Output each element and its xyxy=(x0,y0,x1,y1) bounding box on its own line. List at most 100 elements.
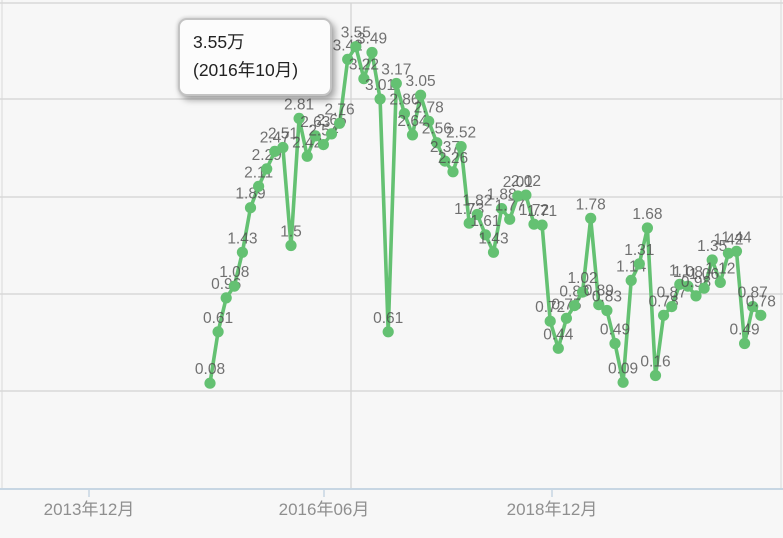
data-point-label: 0.87 xyxy=(738,285,768,302)
data-point[interactable] xyxy=(747,301,759,313)
data-point[interactable] xyxy=(358,73,370,85)
data-point[interactable] xyxy=(390,77,402,90)
data-point-label: 0.78 xyxy=(746,293,776,310)
x-axis-label-1: 2016年06月 xyxy=(279,500,370,519)
data-point[interactable] xyxy=(658,309,670,321)
data-point[interactable] xyxy=(301,150,313,162)
data-point-label: 2.26 xyxy=(438,150,468,167)
data-point[interactable] xyxy=(601,304,613,317)
data-point[interactable] xyxy=(649,369,662,382)
data-point[interactable] xyxy=(398,108,410,120)
data-point-label: 1.42 xyxy=(713,231,743,248)
data-point[interactable] xyxy=(406,129,419,141)
data-point[interactable] xyxy=(325,128,338,140)
data-point[interactable] xyxy=(277,141,289,154)
data-point[interactable] xyxy=(577,286,589,298)
data-point[interactable] xyxy=(342,53,354,65)
data-point[interactable] xyxy=(536,219,548,231)
data-point-label: 2.64 xyxy=(397,113,428,130)
data-point-label: 2.76 xyxy=(325,101,355,118)
data-point[interactable] xyxy=(504,213,516,225)
data-point[interactable] xyxy=(585,212,597,224)
data-point-label: 1.78 xyxy=(576,196,606,213)
data-point-label: 2.52 xyxy=(446,125,476,142)
data-point[interactable] xyxy=(520,189,532,201)
data-point[interactable] xyxy=(439,155,451,167)
data-point[interactable] xyxy=(244,202,257,214)
data-point-label: 1.43 xyxy=(478,230,508,247)
data-point[interactable] xyxy=(544,315,556,327)
data-point[interactable] xyxy=(309,130,321,142)
data-point[interactable] xyxy=(625,274,637,286)
data-point[interactable] xyxy=(293,112,305,124)
data-point-label: 0.08 xyxy=(195,361,225,378)
data-point[interactable] xyxy=(463,217,475,229)
data-point-label: 2.02 xyxy=(511,173,541,190)
data-point-label: 0.61 xyxy=(203,310,233,327)
data-point-label: 0.72 xyxy=(535,299,565,316)
data-point[interactable] xyxy=(455,141,467,153)
data-point[interactable] xyxy=(285,239,297,252)
data-point[interactable] xyxy=(415,89,427,101)
data-point[interactable] xyxy=(366,46,378,59)
data-point-label: 0.16 xyxy=(640,354,670,371)
data-point[interactable] xyxy=(261,163,273,175)
data-point[interactable] xyxy=(698,282,710,294)
data-point-label: 2.78 xyxy=(414,99,444,116)
data-point[interactable] xyxy=(617,376,629,388)
data-point-label: 1.08 xyxy=(219,264,249,281)
data-point[interactable] xyxy=(706,254,718,266)
data-point[interactable] xyxy=(714,276,726,288)
tooltip-value: 3.55万 xyxy=(193,32,245,52)
data-point[interactable] xyxy=(666,301,678,313)
data-point[interactable] xyxy=(690,290,702,302)
data-point[interactable] xyxy=(730,245,743,257)
data-point-label: 3.17 xyxy=(381,62,411,79)
data-point-label: 1.12 xyxy=(705,260,735,277)
data-point-label: 1.02 xyxy=(568,270,598,287)
data-point[interactable] xyxy=(374,93,386,105)
data-point-label: 3.55 xyxy=(341,25,371,42)
data-point[interactable] xyxy=(382,326,394,338)
data-point[interactable] xyxy=(593,299,605,311)
data-point[interactable] xyxy=(204,377,216,389)
data-point[interactable] xyxy=(212,326,224,338)
tooltip-date: (2016年10月) xyxy=(193,60,299,80)
data-point[interactable] xyxy=(447,166,459,178)
data-point[interactable] xyxy=(479,229,491,241)
data-point[interactable] xyxy=(253,180,265,192)
data-point[interactable] xyxy=(334,117,346,129)
data-point[interactable] xyxy=(755,309,767,321)
data-point[interactable] xyxy=(487,246,500,258)
data-point[interactable] xyxy=(633,258,645,270)
data-point[interactable] xyxy=(552,342,564,354)
data-point[interactable] xyxy=(431,137,443,149)
data-point[interactable] xyxy=(560,312,573,324)
data-point[interactable] xyxy=(609,337,621,350)
data-point[interactable] xyxy=(528,218,540,230)
data-point-label: 0.49 xyxy=(600,322,630,339)
data-point[interactable] xyxy=(423,115,435,127)
data-point[interactable] xyxy=(568,300,581,312)
data-point-label: 1.31 xyxy=(624,242,654,259)
data-point-label: 0.44 xyxy=(543,326,574,343)
data-point[interactable] xyxy=(220,292,232,304)
data-point-label: 1.06 xyxy=(689,266,719,283)
data-point-label: 3.05 xyxy=(406,73,436,90)
data-point-label: 2.37 xyxy=(430,139,460,156)
data-point[interactable] xyxy=(682,280,694,292)
data-point[interactable] xyxy=(317,139,329,151)
data-point-label: 1.61 xyxy=(470,213,500,230)
data-point[interactable] xyxy=(512,190,524,202)
data-point[interactable] xyxy=(228,280,240,292)
data-point[interactable] xyxy=(496,203,508,215)
data-point[interactable] xyxy=(350,41,362,53)
data-point[interactable] xyxy=(739,337,751,350)
data-point-label: 1.82 xyxy=(462,193,492,210)
data-point[interactable] xyxy=(236,246,248,258)
data-point[interactable] xyxy=(471,208,483,221)
data-point[interactable] xyxy=(641,222,654,234)
data-point-label: 1.43 xyxy=(227,230,257,247)
